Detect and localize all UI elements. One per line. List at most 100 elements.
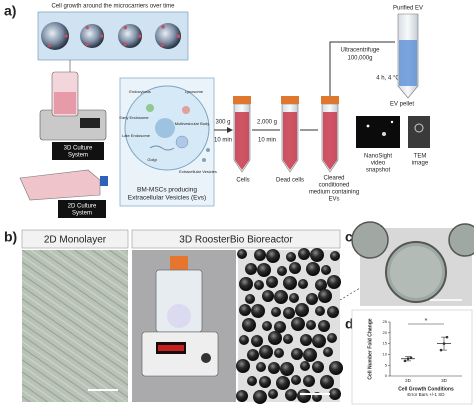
particle <box>366 124 370 128</box>
bead <box>237 249 247 259</box>
bead <box>276 376 290 390</box>
text-line: 300 g <box>215 120 230 126</box>
y-axis-label: Cell Number Fold Change <box>367 318 373 379</box>
bead <box>318 289 332 303</box>
text-line: snapshot <box>366 168 391 174</box>
bead <box>268 389 278 399</box>
bead <box>327 333 337 343</box>
bead <box>329 361 343 375</box>
bead <box>321 265 331 275</box>
y-tick-label: 25 <box>383 319 388 324</box>
bead <box>251 304 265 318</box>
text-line: 100,000g <box>347 56 372 62</box>
organelle <box>146 104 154 112</box>
display-digits <box>158 345 184 351</box>
cell-dot <box>176 34 180 39</box>
cell-dot <box>123 25 128 30</box>
bead <box>323 347 333 357</box>
label-box <box>58 200 106 218</box>
medium <box>323 112 337 170</box>
vesicle <box>206 148 210 152</box>
text-line: System <box>68 153 88 159</box>
cell-dot <box>137 34 142 38</box>
flask <box>19 169 101 201</box>
text-line: 2D Culture <box>68 204 97 210</box>
bead <box>298 248 310 260</box>
tube-cap <box>321 96 339 104</box>
text-line: TEM <box>414 154 427 160</box>
bead <box>262 290 274 302</box>
particle <box>390 120 394 124</box>
header-box <box>21 229 129 249</box>
bead <box>274 321 286 333</box>
microcarrier <box>448 223 474 257</box>
organelle-label: Extracellular Vesicles <box>179 169 217 174</box>
bead <box>300 361 310 371</box>
point <box>403 359 407 363</box>
bead <box>318 320 330 332</box>
point <box>439 348 443 352</box>
panel-header: 2D Monolayer <box>44 235 107 246</box>
bead <box>289 262 301 274</box>
vesicle <box>414 123 424 133</box>
bead <box>268 331 282 345</box>
bead <box>310 248 324 262</box>
text-line: Extracellular Vesicles (Evs) <box>128 195 206 202</box>
microcarrier <box>351 221 389 259</box>
header-box <box>131 229 341 249</box>
bead <box>306 320 316 330</box>
arrow <box>329 41 395 96</box>
bead <box>245 294 255 304</box>
x-axis-label: Cell Growth Conditions <box>398 386 454 392</box>
bead <box>257 263 271 277</box>
bead <box>259 376 271 388</box>
medium <box>54 92 76 114</box>
bead <box>315 306 325 316</box>
y-tick-label: 5 <box>385 362 388 367</box>
bead <box>289 293 299 303</box>
bead <box>274 348 284 358</box>
bead <box>262 321 272 331</box>
organelle <box>175 135 189 149</box>
flask-cap <box>100 176 108 186</box>
purified-label: Purified EV <box>393 6 423 12</box>
bead <box>320 375 334 389</box>
text-line: NanoSight <box>364 154 392 160</box>
organelle-label: Multivesicular Body <box>175 121 209 126</box>
cell-dot <box>99 34 104 38</box>
bead <box>300 334 312 346</box>
pellet-label: Cells <box>236 178 249 184</box>
y-tick-label: 0 <box>385 373 388 378</box>
nanosight-image <box>356 116 400 148</box>
organelle-label: Lysosome <box>185 89 204 94</box>
bead <box>247 349 259 361</box>
bead <box>285 389 297 401</box>
bead <box>254 280 264 290</box>
bead <box>280 362 294 376</box>
bead <box>312 334 326 348</box>
bead <box>315 279 327 291</box>
bead <box>312 361 324 373</box>
text-line: image <box>412 161 429 167</box>
organelle-label: Late Endosome <box>122 133 151 138</box>
text-line: 10 min <box>258 138 276 144</box>
bead <box>283 334 293 344</box>
text-line: 10 min <box>214 138 232 144</box>
bead <box>236 390 248 402</box>
bead <box>266 276 278 288</box>
bead <box>118 24 142 48</box>
bead <box>239 304 251 316</box>
point <box>445 335 449 339</box>
bead <box>271 307 281 317</box>
text-line: conditioned <box>319 183 350 189</box>
text-line: 3D Culture <box>64 146 93 152</box>
cap <box>170 256 188 270</box>
panel-header: 3D RoosterBio Bioreactor <box>179 235 293 246</box>
bead <box>254 249 266 261</box>
golgi <box>149 145 175 151</box>
monolayer-image <box>22 250 128 402</box>
impeller <box>167 304 191 328</box>
bead <box>80 24 104 48</box>
text-line: Cleared <box>323 176 344 182</box>
bead <box>41 22 69 50</box>
